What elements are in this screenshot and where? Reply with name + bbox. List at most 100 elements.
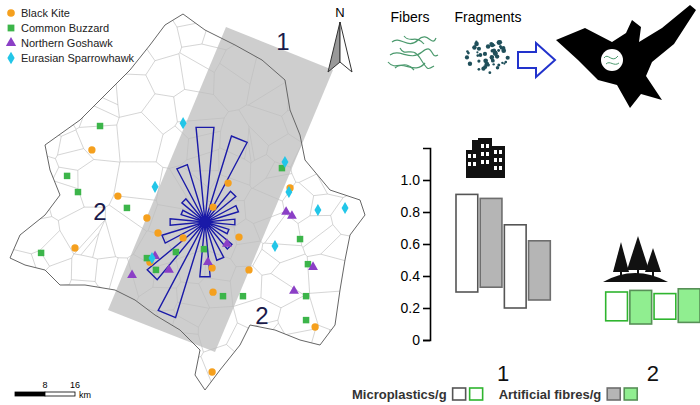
axis-line bbox=[423, 149, 431, 341]
species-point bbox=[149, 252, 156, 264]
fragment-icon bbox=[477, 47, 481, 51]
y-tick-label: 0.6 bbox=[401, 236, 421, 252]
species-point bbox=[240, 293, 246, 299]
species-point bbox=[208, 368, 215, 375]
legend-label: Microplastics/g bbox=[352, 387, 447, 402]
species-point bbox=[314, 204, 321, 216]
species-point bbox=[88, 146, 95, 153]
y-tick-label: 0.8 bbox=[401, 204, 421, 220]
fragment-icon bbox=[491, 59, 495, 63]
species-point bbox=[209, 288, 216, 295]
y-tick-mark bbox=[423, 340, 430, 342]
building-window bbox=[499, 166, 502, 170]
tree bbox=[603, 273, 668, 282]
range-bar bbox=[529, 241, 551, 300]
trees-icon bbox=[603, 236, 668, 282]
region-outline bbox=[10, 14, 365, 390]
tree bbox=[620, 270, 622, 276]
fragment-icon bbox=[491, 58, 494, 61]
building-window bbox=[481, 144, 484, 148]
building-window bbox=[473, 162, 476, 166]
species-point bbox=[297, 236, 303, 242]
fragment-icon bbox=[500, 47, 503, 50]
fragment-icon bbox=[477, 59, 480, 62]
fragment-icon bbox=[490, 55, 494, 59]
species-point bbox=[303, 293, 309, 299]
legend-symbol bbox=[7, 9, 15, 17]
range-bar bbox=[456, 194, 478, 292]
north-arrow-left bbox=[328, 22, 340, 72]
north-arrow-right bbox=[340, 22, 352, 72]
illustration-label: Fragments bbox=[455, 9, 522, 25]
species-point bbox=[289, 285, 299, 294]
building-window bbox=[494, 166, 497, 170]
y-tick-mark bbox=[423, 212, 430, 214]
y-tick-label: 0 bbox=[412, 332, 420, 348]
wind-rose bbox=[147, 127, 247, 317]
legend-swatch bbox=[607, 388, 620, 400]
species-point bbox=[281, 156, 288, 168]
building-window bbox=[468, 162, 471, 166]
fragment-icon bbox=[497, 40, 502, 45]
scale-bar: 816km bbox=[15, 380, 91, 400]
arrow-icon bbox=[518, 43, 555, 77]
building-window bbox=[468, 154, 471, 158]
range-bar bbox=[606, 292, 628, 321]
species-point bbox=[311, 323, 318, 330]
building-window bbox=[494, 158, 497, 162]
scale-segment bbox=[15, 392, 45, 396]
building bbox=[492, 146, 505, 178]
species-point bbox=[173, 249, 179, 255]
species-point bbox=[235, 233, 242, 240]
y-tick: 0.4 bbox=[401, 268, 430, 284]
region-label: 1 bbox=[276, 28, 289, 55]
species-point bbox=[152, 181, 159, 193]
species-point bbox=[143, 214, 150, 221]
scale-label: 8 bbox=[42, 380, 47, 390]
y-axis: 00.20.40.60.81.0 bbox=[401, 149, 431, 348]
building-window bbox=[473, 154, 476, 158]
fragment-icon bbox=[486, 44, 490, 48]
legend-label: Northern Goshawk bbox=[21, 37, 113, 49]
y-tick-mark bbox=[423, 244, 430, 246]
tree bbox=[652, 270, 654, 276]
wind-petal bbox=[162, 222, 205, 243]
region-label: 2 bbox=[255, 302, 268, 329]
tree bbox=[613, 242, 629, 272]
fragment-icon bbox=[501, 62, 503, 64]
fragment-icon bbox=[493, 44, 495, 46]
fragment-icon bbox=[492, 63, 494, 65]
y-tick: 0.6 bbox=[401, 236, 430, 252]
municipal-boundaries bbox=[0, 0, 380, 400]
region-label: 2 bbox=[93, 198, 106, 225]
bars bbox=[456, 194, 700, 324]
map-legend: Black KiteCommon BuzzardNorthern Goshawk… bbox=[6, 7, 135, 64]
fragment-icon bbox=[488, 71, 491, 74]
category-label: 1 bbox=[497, 361, 509, 386]
fragment-icon bbox=[478, 68, 481, 71]
north-arrow: N bbox=[328, 5, 352, 72]
y-tick-mark bbox=[423, 276, 430, 278]
building bbox=[466, 150, 478, 178]
fragment-icon bbox=[473, 45, 477, 49]
legend-symbol bbox=[7, 52, 14, 65]
range-bar bbox=[480, 198, 502, 287]
graphical-abstract: 1 2 2 Black KiteCommon BuzzardNorthern Gosh… bbox=[0, 0, 700, 405]
fragment-icon bbox=[472, 45, 476, 49]
fragment-icon bbox=[483, 65, 487, 69]
species-point bbox=[124, 205, 130, 211]
y-tick: 0.8 bbox=[401, 204, 430, 220]
building-window bbox=[486, 160, 489, 164]
species-point bbox=[281, 206, 291, 215]
fiber-icon bbox=[400, 48, 434, 69]
y-tick-label: 1.0 bbox=[401, 172, 421, 188]
legend-swatch bbox=[470, 388, 483, 400]
study-band bbox=[108, 27, 333, 352]
species-point bbox=[127, 269, 137, 278]
fragment-icon bbox=[478, 53, 482, 57]
legend-swatch bbox=[624, 388, 637, 400]
range-bar bbox=[654, 294, 676, 320]
species-point bbox=[209, 203, 216, 210]
species-point bbox=[220, 293, 226, 299]
species-point bbox=[208, 264, 215, 271]
